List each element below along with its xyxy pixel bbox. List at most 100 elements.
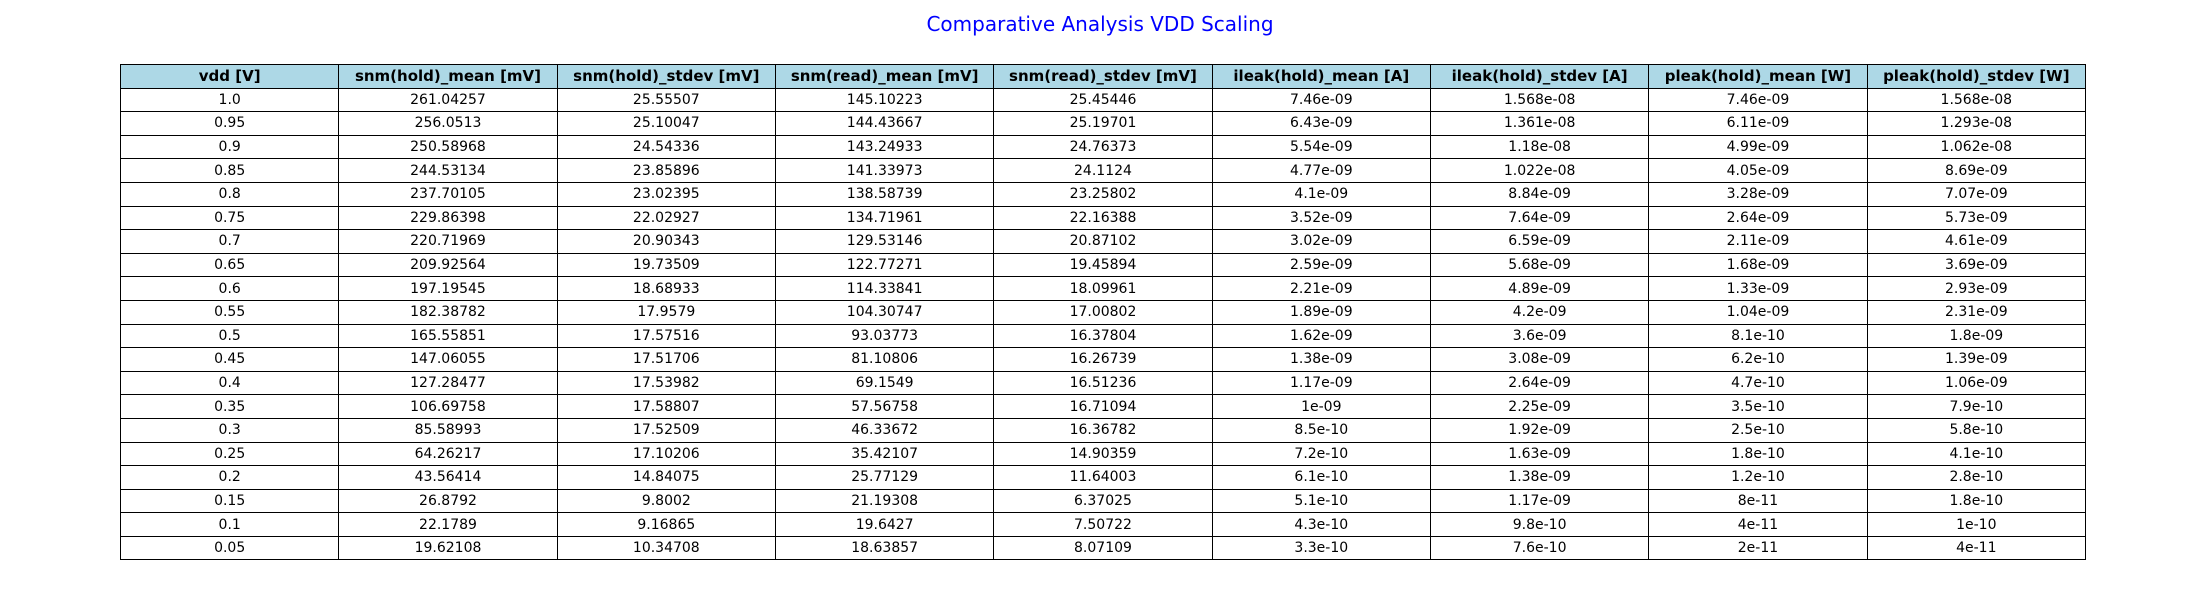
table-row: 0.05 19.62108 10.34708 18.63857 8.07109 3.3e-… [119,535,2087,561]
table-cell: 0.1 [119,512,340,537]
table-cell: 1.39e-09 [1866,347,2087,372]
table-row: 0.8 237.70105 23.02395 138.58739 23.25802 4.1… [119,181,2087,207]
table-row: 0.55 182.38782 17.9579 104.30747 17.00802 1.8… [119,299,2087,325]
table-cell: 57.56758 [774,394,995,419]
table-cell: 129.53146 [774,229,995,254]
table-cell: 4.05e-09 [1648,158,1868,183]
table-cell: 1.38e-09 [1429,465,1650,490]
table-cell: 6.11e-09 [1648,111,1868,136]
table-cell: 1.06e-09 [1866,370,2087,396]
table-cell: 3.02e-09 [1211,229,1431,254]
table-cell: 8.84e-09 [1429,181,1650,207]
table-row: 0.7 220.71969 20.90343 129.53146 20.87102 3.0… [119,229,2087,254]
table-cell: 165.55851 [338,323,558,349]
table-cell: 23.25802 [993,181,1213,207]
table-cell: 8.07109 [993,535,1213,561]
column-header: pleak(hold)_stdev [W] [1866,64,2087,89]
table-cell: 1.0 [119,87,340,113]
table-cell: 18.63857 [774,535,995,561]
table-cell: 17.52509 [556,417,776,443]
table-cell: 17.53982 [556,370,776,396]
table-cell: 7.64e-09 [1429,205,1650,231]
column-header: ileak(hold)_mean [A] [1211,64,1431,89]
table-cell: 19.62108 [338,535,558,561]
table-cell: 7.46e-09 [1211,87,1431,113]
table-cell: 1.38e-09 [1211,347,1431,372]
table-cell: 1.8e-10 [1648,441,1868,467]
table-cell: 122.77271 [774,252,995,278]
table-cell: 20.90343 [556,229,776,254]
table-cell: 64.26217 [338,441,558,467]
table-cell: 16.26739 [993,347,1213,372]
table-cell: 1.062e-08 [1866,134,2087,160]
table-cell: 17.57516 [556,323,776,349]
table-cell: 0.55 [119,299,340,325]
table-cell: 25.19701 [993,111,1213,136]
table-cell: 22.16388 [993,205,1213,231]
table-cell: 19.73509 [556,252,776,278]
table-cell: 145.10223 [774,87,995,113]
table-cell: 0.2 [119,465,340,490]
table-cell: 18.68933 [556,276,776,301]
table-cell: 2.8e-10 [1866,465,2087,490]
table-cell: 16.71094 [993,394,1213,419]
table-cell: 143.24933 [774,134,995,160]
table-cell: 182.38782 [338,299,558,325]
table-cell: 250.58968 [338,134,558,160]
table-cell: 7.2e-10 [1211,441,1431,467]
table-cell: 69.1549 [774,370,995,396]
table-cell: 17.10206 [556,441,776,467]
table-row: 0.45 147.06055 17.51706 81.10806 16.26739 1.3… [119,347,2087,372]
table-cell: 229.86398 [338,205,558,231]
table-row: 1.0 261.04257 25.55507 145.10223 25.45446 7.4… [119,87,2087,113]
table-cell: 2.21e-09 [1211,276,1431,301]
table-cell: 16.51236 [993,370,1213,396]
table-cell: 114.33841 [774,276,995,301]
table-cell: 20.87102 [993,229,1213,254]
table-row: 0.95 256.0513 25.10047 144.43667 25.19701 6.4… [119,111,2087,136]
table-row: 0.15 26.8792 9.8002 21.19308 6.37025 5.1e-10 1… [119,488,2087,514]
table-cell: 106.69758 [338,394,558,419]
table-cell: 18.09961 [993,276,1213,301]
table-cell: 3.69e-09 [1866,252,2087,278]
table-cell: 16.37804 [993,323,1213,349]
table-cell: 0.35 [119,394,340,419]
table-cell: 1.04e-09 [1648,299,1868,325]
table-cell: 8.69e-09 [1866,158,2087,183]
table-cell: 1.89e-09 [1211,299,1431,325]
table-cell: 21.19308 [774,488,995,514]
table-cell: 8e-11 [1648,488,1868,514]
table-cell: 7.50722 [993,512,1213,537]
table-cell: 0.5 [119,323,340,349]
table-row: 0.35 106.69758 17.58807 57.56758 16.71094 1e-… [119,394,2087,419]
table-cell: 6.37025 [993,488,1213,514]
table-cell: 17.51706 [556,347,776,372]
table-cell: 11.64003 [993,465,1213,490]
table-cell: 23.85896 [556,158,776,183]
table-cell: 0.75 [119,205,340,231]
table-cell: 6.2e-10 [1648,347,1868,372]
table-cell: 237.70105 [338,181,558,207]
table-cell: 1.68e-09 [1648,252,1868,278]
column-header: snm(read)_mean [mV] [774,64,995,89]
table-cell: 17.58807 [556,394,776,419]
table-cell: 1.17e-09 [1429,488,1650,514]
table-cell: 46.33672 [774,417,995,443]
table-cell: 104.30747 [774,299,995,325]
table-cell: 0.95 [119,111,340,136]
column-header: snm(hold)_stdev [mV] [556,64,776,89]
table-cell: 7.07e-09 [1866,181,2087,207]
table-cell: 43.56414 [338,465,558,490]
table-cell: 17.9579 [556,299,776,325]
table-cell: 81.10806 [774,347,995,372]
table-cell: 24.54336 [556,134,776,160]
table-cell: 3.6e-09 [1429,323,1650,349]
table-cell: 35.42107 [774,441,995,467]
table-cell: 10.34708 [556,535,776,561]
table-cell: 8.1e-10 [1648,323,1868,349]
table-cell: 4.61e-09 [1866,229,2087,254]
table-cell: 25.10047 [556,111,776,136]
table-row: 0.75 229.86398 22.02927 134.71961 22.16388 3.… [119,205,2087,231]
table-cell: 7.6e-10 [1429,535,1650,561]
table-cell: 0.15 [119,488,340,514]
